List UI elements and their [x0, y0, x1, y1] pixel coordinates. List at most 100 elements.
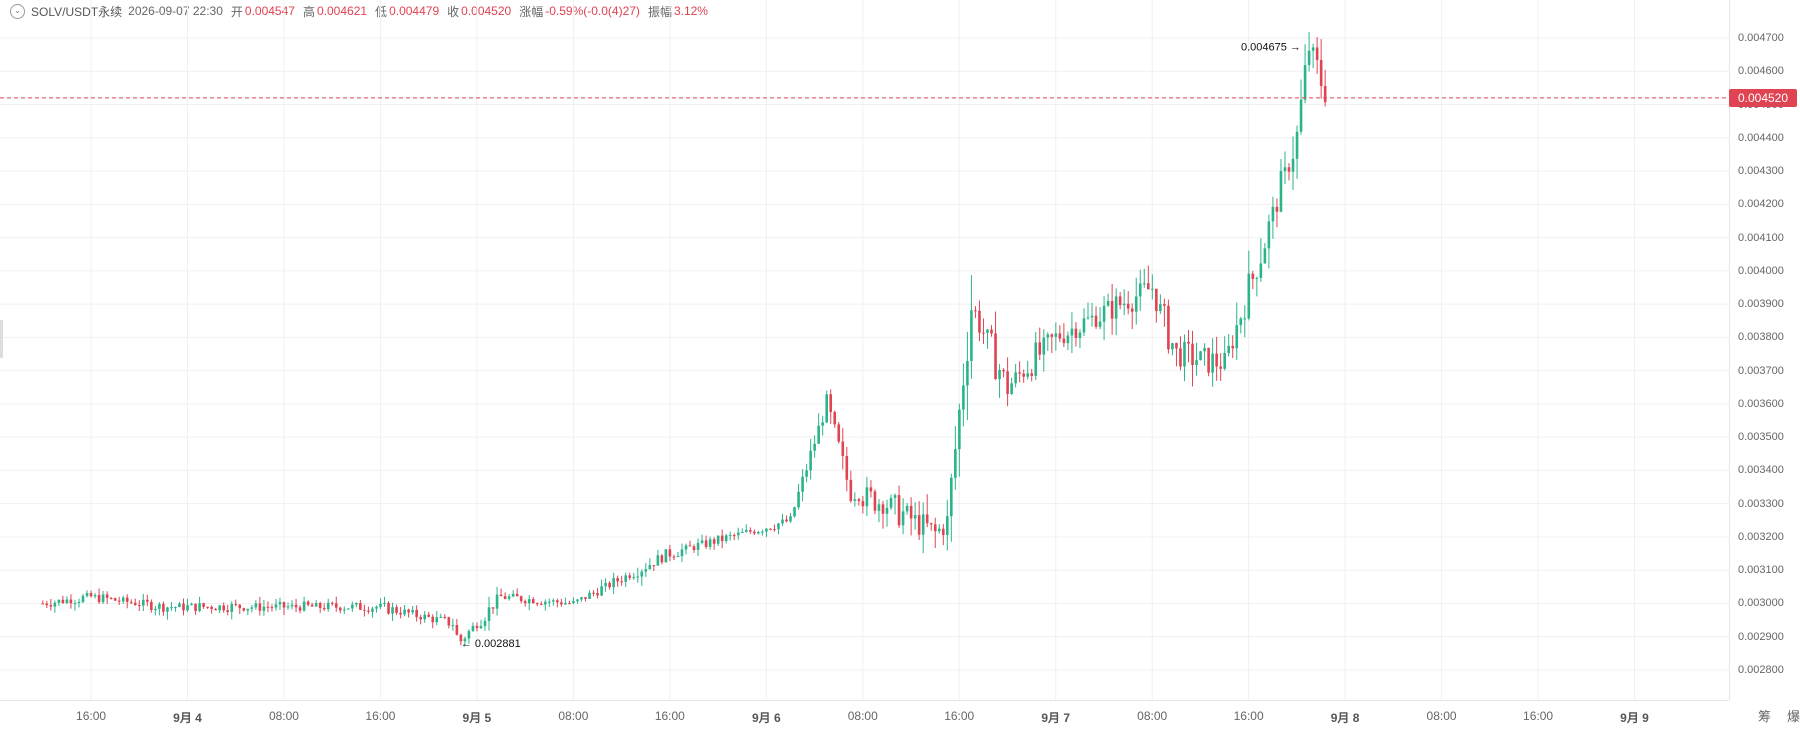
candle-body [194, 603, 197, 612]
candle [1279, 159, 1283, 213]
price-axis[interactable]: 0.0047000.0046000.0045000.0044000.004300… [1729, 0, 1800, 700]
candle-body [998, 369, 1001, 380]
price-tick-label: 0.004200 [1738, 198, 1784, 211]
candle [511, 590, 515, 598]
candle [306, 600, 310, 607]
time-tick-label: 08:00 [847, 709, 878, 723]
candle-body [475, 625, 479, 629]
candle [359, 600, 362, 610]
candle [318, 601, 322, 613]
candle-body [250, 607, 254, 609]
candle-body [660, 555, 664, 563]
candle [1094, 306, 1098, 329]
time-tick-label: 9月 7 [1041, 711, 1071, 725]
candle [254, 600, 258, 610]
tab-liquidation[interactable]: 爆 [1786, 708, 1800, 724]
candle-body [351, 604, 354, 609]
candle-body [897, 495, 901, 526]
candle [1046, 332, 1050, 351]
legend-symbol[interactable]: SOLV/USDT永续 [31, 4, 123, 19]
candle-body [652, 565, 656, 567]
candle-body [479, 625, 483, 629]
pane-resize-handle[interactable] [0, 320, 3, 358]
time-tick-label: 16:00 [944, 709, 975, 723]
candle-body [1175, 343, 1178, 349]
candle [206, 606, 209, 609]
candle [338, 606, 342, 614]
candle-body [246, 608, 250, 611]
tab-chips[interactable]: 筹 [1758, 708, 1772, 724]
candle-body [656, 555, 660, 566]
candle [740, 528, 744, 533]
candle [1014, 363, 1017, 388]
candle [503, 592, 507, 600]
candle-body [785, 519, 788, 522]
time-tick-label: 16:00 [76, 709, 107, 723]
candle-body [1275, 206, 1279, 212]
chevron-down-icon[interactable]: ⌄ [10, 3, 25, 19]
candle-body [644, 569, 648, 572]
candle [154, 605, 157, 616]
candle-body [395, 607, 398, 613]
candle [990, 325, 993, 337]
candle [1219, 353, 1222, 382]
candle-body [849, 479, 853, 501]
candle [415, 605, 418, 622]
candle [77, 598, 81, 608]
candle [1026, 360, 1029, 380]
candle-body [1050, 334, 1054, 337]
candle [121, 595, 125, 604]
candlestick-plot[interactable]: 0.004675 → ← 0.002881 [0, 0, 1729, 700]
candle-body [901, 511, 905, 526]
candle-body [154, 608, 157, 611]
candle-body [242, 608, 246, 611]
candle-body [182, 603, 185, 611]
candle [1259, 238, 1263, 282]
candle-body [294, 604, 298, 608]
time-axis[interactable]: 16:00 9月 4 08:00 16:00 9月 5 08:00 16:00 9月 6 08:… [0, 700, 1729, 730]
candle-body [210, 606, 213, 609]
candle-body [636, 576, 640, 578]
candle-body [535, 603, 539, 605]
candle-body [1239, 318, 1243, 326]
candle-body [1279, 171, 1283, 212]
candle-body [716, 535, 720, 544]
candle [190, 602, 193, 606]
candle [889, 494, 893, 511]
candle [455, 618, 459, 636]
candle [1195, 342, 1198, 376]
candle-body [1223, 352, 1226, 369]
candle-body [873, 491, 877, 511]
candle [861, 495, 865, 514]
candle-body [89, 593, 93, 597]
candle-body [544, 601, 547, 605]
candle-body [684, 545, 688, 550]
candle [1038, 327, 1042, 361]
candle [1147, 265, 1150, 290]
candle [178, 602, 181, 608]
candle [954, 426, 957, 490]
candle [218, 604, 221, 614]
candle [463, 636, 467, 646]
candle-body [564, 603, 567, 605]
candle-body [821, 422, 824, 426]
candle [724, 533, 728, 544]
candle-body [1159, 304, 1162, 312]
candle-body [962, 385, 965, 410]
candle-body [387, 602, 390, 614]
candle [375, 605, 378, 613]
candle-body [306, 601, 310, 605]
candle [789, 512, 792, 523]
candle-body [877, 504, 881, 511]
candle-body [467, 631, 471, 639]
candle [447, 616, 451, 629]
candle-body [214, 608, 217, 611]
candle [117, 596, 121, 606]
candle-body [1134, 296, 1138, 312]
candle-body [809, 450, 812, 471]
candle-body [527, 599, 531, 604]
candle [1167, 299, 1170, 354]
candle-body [198, 603, 201, 612]
candle [970, 275, 973, 379]
candle-body [893, 495, 897, 498]
